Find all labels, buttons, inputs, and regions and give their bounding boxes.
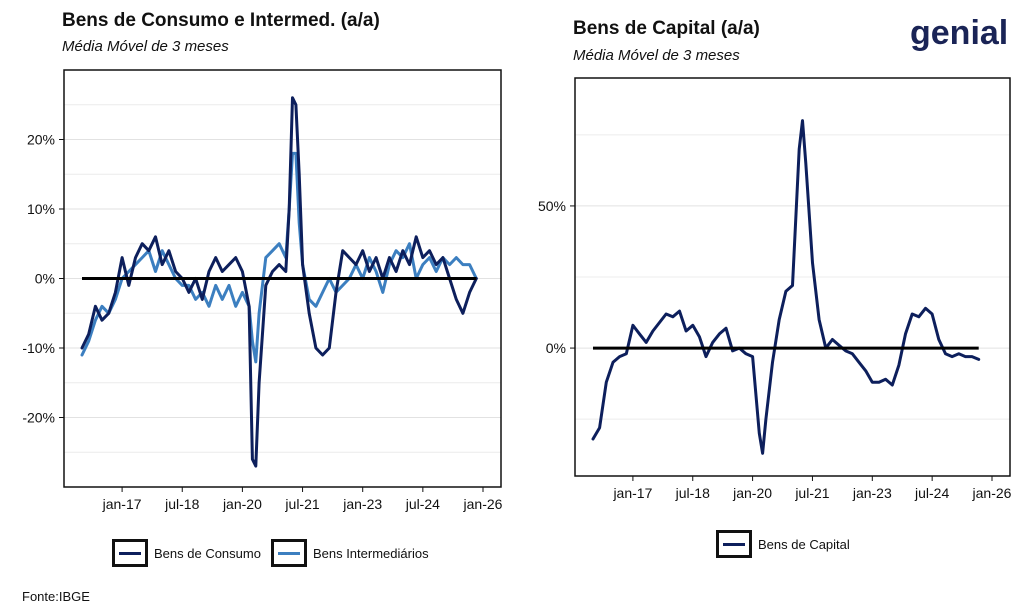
x-tick-label-1: jan-23 [852, 485, 892, 501]
y-tick-label-1: 0% [546, 340, 566, 356]
plot-border-0 [63, 69, 502, 488]
legend-label-capital: Bens de Capital [758, 536, 850, 552]
y-tick-label-0: 0% [35, 271, 55, 287]
legend-key-capital [716, 530, 752, 558]
y-tick-label-0: -10% [22, 340, 55, 356]
legend-label-intermediarios: Bens Intermediários [312, 545, 429, 561]
x-tick-label-0: jul-24 [405, 496, 440, 512]
legend-key-consumo [112, 539, 148, 567]
y-tick-label-0: 20% [27, 132, 55, 148]
legend-right: Bens de Capital [716, 530, 860, 558]
x-tick-label-1: jul-24 [914, 485, 949, 501]
series-line-bens-intermediários [80, 151, 478, 364]
x-tick-label-0: jan-23 [342, 496, 382, 512]
chart-title-left: Bens de Consumo e Intermed. (a/a) [62, 10, 380, 31]
x-tick-label-0: jul-18 [164, 496, 199, 512]
x-tick-label-1: jul-18 [675, 485, 710, 501]
y-tick-label-0: 10% [27, 201, 55, 217]
chart-title-right: Bens de Capital (a/a) [573, 18, 760, 39]
x-tick-label-1: jan-26 [972, 485, 1012, 501]
chart-subtitle-left: Média Móvel de 3 meses [62, 38, 229, 55]
x-tick-label-0: jul-21 [284, 496, 319, 512]
genial-logo: genial [910, 14, 1008, 53]
legend-key-intermediarios [270, 539, 307, 567]
y-tick-label-1: 50% [538, 198, 566, 214]
logo-text: genial [910, 14, 1009, 52]
x-tick-label-0: jan-26 [463, 496, 503, 512]
legend-label-consumo: Bens de Consumo [154, 545, 261, 561]
x-tick-label-1: jan-20 [732, 485, 772, 501]
legend-left: Bens de Consumo Bens Intermediários [112, 539, 439, 567]
x-tick-label-1: jul-21 [794, 485, 829, 501]
chart-subtitle-right: Média Móvel de 3 meses [573, 47, 740, 64]
x-tick-label-0: jan-17 [102, 496, 142, 512]
series-line-bens-de-consumo [80, 96, 478, 468]
y-tick-label-0: -20% [22, 410, 55, 426]
source-note: Fonte:IBGE [22, 589, 90, 604]
x-tick-label-1: jan-17 [612, 485, 652, 501]
plot-border-1 [574, 77, 1011, 477]
series-line-bens-de-capital [591, 119, 981, 455]
x-tick-label-0: jan-20 [222, 496, 262, 512]
